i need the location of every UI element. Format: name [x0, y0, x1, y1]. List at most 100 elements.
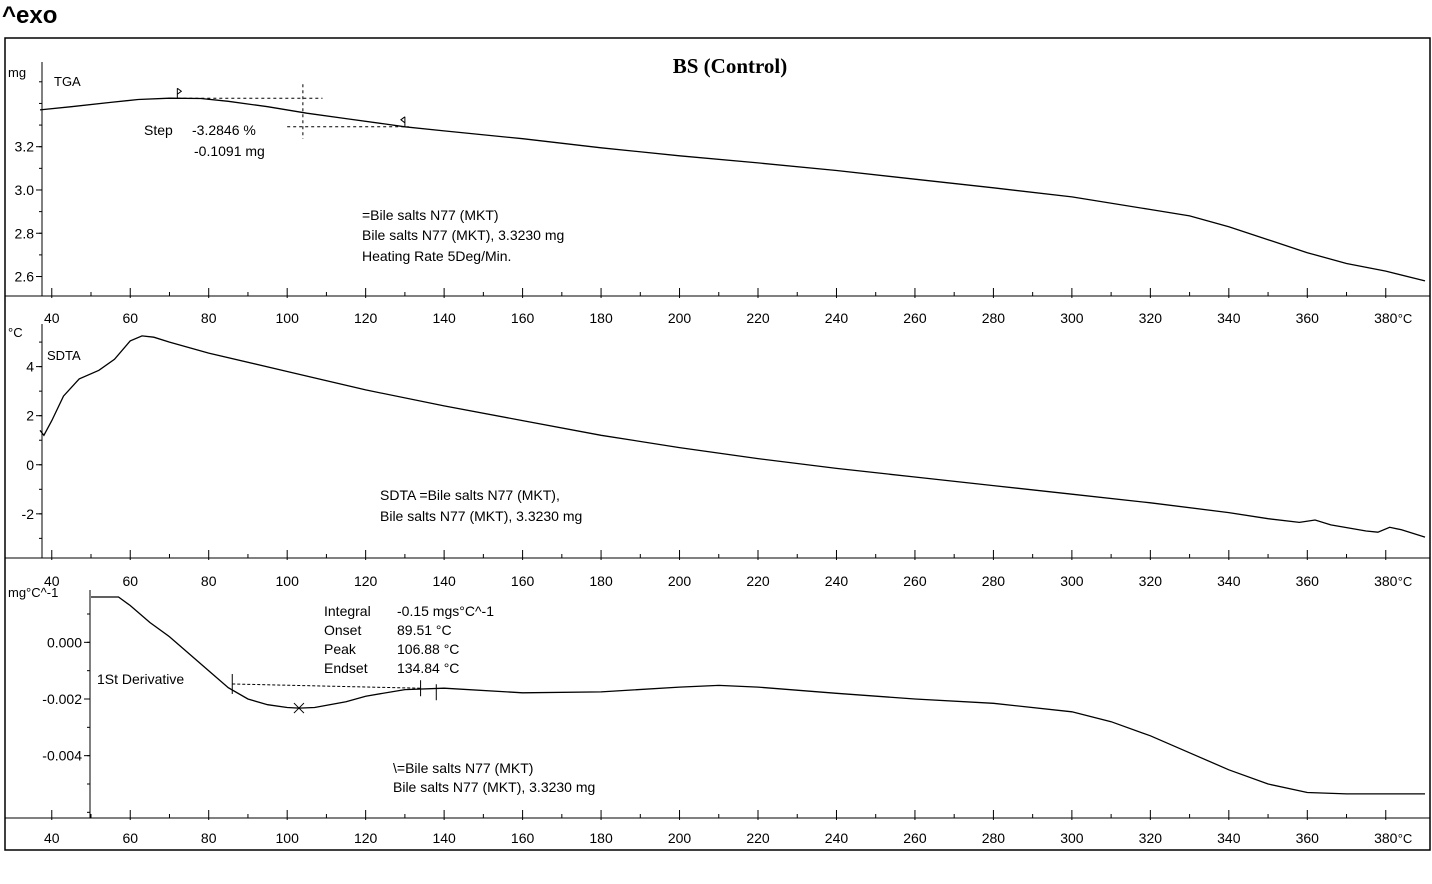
- x-tick-label: 100: [276, 830, 300, 846]
- x-tick-label: 200: [668, 830, 692, 846]
- x-tick-label: 40: [44, 573, 60, 589]
- x-tick-label: 80: [201, 573, 217, 589]
- tga-unit-label: mg: [8, 65, 26, 80]
- x-tick-label: 60: [122, 830, 138, 846]
- integral-label: Integral: [324, 603, 371, 619]
- x-tick-label: 140: [432, 573, 456, 589]
- x-tick-label: 60: [122, 310, 138, 326]
- x-tick-label: 60: [122, 573, 138, 589]
- x-tick-label: 200: [668, 573, 692, 589]
- x-tick-label: 220: [746, 830, 770, 846]
- x-tick-label: 140: [432, 310, 456, 326]
- tga-sample-line-1: =Bile salts N77 (MKT): [362, 207, 499, 223]
- exo-label: ^exo: [2, 2, 58, 29]
- peak-value: 106.88 °C: [397, 641, 459, 657]
- y-tick-label: -0.004: [42, 748, 82, 764]
- x-tick-label: 300: [1060, 310, 1084, 326]
- x-tick-label: 380: [1374, 573, 1398, 589]
- x-tick-label: 300: [1060, 830, 1084, 846]
- derivative-curve: [91, 596, 1425, 795]
- x-tick-label: 280: [982, 310, 1006, 326]
- x-tick-label: 140: [432, 830, 456, 846]
- x-tick-label: 340: [1217, 830, 1241, 846]
- tga-step-label: Step: [144, 122, 173, 138]
- x-tick-label: 180: [589, 310, 613, 326]
- y-tick-label: 0.000: [47, 634, 82, 650]
- tga-step-percent: -3.2846 %: [192, 122, 256, 138]
- endset-label: Endset: [324, 660, 368, 676]
- derivative-sample-line-1: \=Bile salts N77 (MKT): [393, 760, 533, 776]
- y-tick-label: 2.8: [15, 225, 35, 241]
- x-unit-label: °C: [1398, 831, 1413, 846]
- derivative-sample-line-2: Bile salts N77 (MKT), 3.3230 mg: [393, 779, 595, 795]
- x-tick-label: 240: [825, 573, 849, 589]
- tga-step-end-marker: [400, 116, 406, 127]
- tga-sample-line-3: Heating Rate 5Deg/Min.: [362, 248, 511, 264]
- y-tick-label: 4: [26, 359, 34, 375]
- sdta-sample-line-2: Bile salts N77 (MKT), 3.3230 mg: [380, 508, 582, 524]
- x-tick-label: 380: [1374, 310, 1398, 326]
- sdta-sample-line-1: SDTA =Bile salts N77 (MKT),: [380, 487, 560, 503]
- peak-label: Peak: [324, 641, 357, 657]
- x-tick-label: 180: [589, 573, 613, 589]
- endset-value: 134.84 °C: [397, 660, 459, 676]
- x-tick-label: 280: [982, 830, 1006, 846]
- x-tick-label: 120: [354, 310, 378, 326]
- x-tick-label: 320: [1139, 310, 1163, 326]
- x-tick-label: 360: [1296, 830, 1320, 846]
- peak-marker: [293, 702, 305, 714]
- x-tick-label: 120: [354, 830, 378, 846]
- x-tick-label: 200: [668, 310, 692, 326]
- x-tick-label: 320: [1139, 573, 1163, 589]
- chart-title: BS (Control): [673, 54, 788, 78]
- panel-derivative: mg°C^-1 1St Derivative Integral -0.15 mg…: [5, 585, 1430, 846]
- x-tick-label: 180: [589, 830, 613, 846]
- x-tick-label: 280: [982, 573, 1006, 589]
- onset-value: 89.51 °C: [397, 622, 452, 638]
- y-tick-label: -0.002: [42, 691, 82, 707]
- x-tick-label: 160: [511, 830, 535, 846]
- tga-sample-line-2: Bile salts N77 (MKT), 3.3230 mg: [362, 227, 564, 243]
- integral-value: -0.15 mgs°C^-1: [397, 603, 494, 619]
- x-tick-label: 360: [1296, 310, 1320, 326]
- x-unit-label: °C: [1398, 574, 1413, 589]
- x-tick-label: 320: [1139, 830, 1163, 846]
- x-tick-label: 120: [354, 573, 378, 589]
- integral-baseline: [232, 683, 421, 689]
- y-tick-label: 0: [26, 457, 34, 473]
- tga-step-start-marker: [176, 87, 183, 99]
- x-tick-label: 260: [903, 310, 927, 326]
- y-tick-label: 2.6: [15, 269, 35, 285]
- x-tick-label: 160: [511, 310, 535, 326]
- y-tick-label: 3.2: [15, 139, 35, 155]
- x-tick-label: 100: [276, 573, 300, 589]
- x-tick-label: 80: [201, 830, 217, 846]
- x-tick-label: 40: [44, 310, 60, 326]
- x-tick-label: 240: [825, 310, 849, 326]
- x-tick-label: 220: [746, 573, 770, 589]
- x-tick-label: 160: [511, 573, 535, 589]
- x-tick-label: 40: [44, 830, 60, 846]
- derivative-series-label: 1St Derivative: [97, 671, 184, 687]
- x-tick-label: 260: [903, 573, 927, 589]
- x-tick-label: 220: [746, 310, 770, 326]
- tga-series-label: TGA: [54, 74, 81, 89]
- x-tick-label: 340: [1217, 310, 1241, 326]
- onset-label: Onset: [324, 622, 361, 638]
- x-tick-label: 80: [201, 310, 217, 326]
- sdta-unit-label: °C: [8, 325, 23, 340]
- x-tick-label: 260: [903, 830, 927, 846]
- x-tick-label: 100: [276, 310, 300, 326]
- x-tick-label: 380: [1374, 830, 1398, 846]
- sdta-curve: [39, 335, 1426, 538]
- x-tick-label: 300: [1060, 573, 1084, 589]
- x-tick-label: 340: [1217, 573, 1241, 589]
- x-tick-label: 360: [1296, 573, 1320, 589]
- y-tick-label: 2: [26, 408, 34, 424]
- sdta-series-label: SDTA: [47, 348, 81, 363]
- x-tick-label: 240: [825, 830, 849, 846]
- y-tick-label: -2: [22, 506, 35, 522]
- tga-step-mass: -0.1091 mg: [194, 143, 265, 159]
- panel-tga: mg TGA Step -3.2846 % -0.1091 mg =Bile s…: [5, 62, 1430, 326]
